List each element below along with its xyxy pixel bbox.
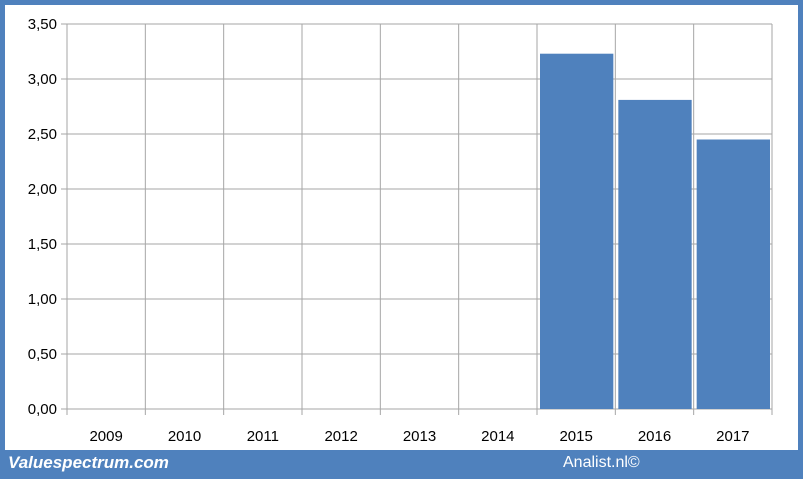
footer-source-right: Analist.nl© — [563, 454, 640, 471]
x-tick-label: 2017 — [716, 428, 749, 445]
y-tick-label: 1,00 — [28, 291, 57, 308]
footer-source-left: Valuespectrum.com — [8, 453, 169, 472]
y-tick-label: 3,50 — [28, 16, 57, 33]
x-tick-label: 2015 — [559, 428, 592, 445]
y-tick-label: 2,50 — [28, 126, 57, 143]
x-tick-label: 2014 — [481, 428, 514, 445]
x-tick-label: 2009 — [89, 428, 122, 445]
y-tick-label: 2,00 — [28, 181, 57, 198]
bar-2016 — [618, 99, 692, 410]
bar-2015 — [540, 53, 614, 409]
x-tick-label: 2012 — [324, 428, 357, 445]
x-tick-label: 2013 — [403, 428, 436, 445]
y-tick-label: 3,00 — [28, 71, 57, 88]
y-tick-label: 0,50 — [28, 346, 57, 363]
x-tick-label: 2011 — [247, 428, 279, 445]
y-tick-label: 0,00 — [28, 401, 57, 418]
x-tick-label: 2010 — [168, 428, 201, 445]
x-tick-label: 2016 — [638, 428, 671, 445]
y-tick-label: 1,50 — [28, 236, 57, 253]
bar-2017 — [696, 139, 770, 409]
